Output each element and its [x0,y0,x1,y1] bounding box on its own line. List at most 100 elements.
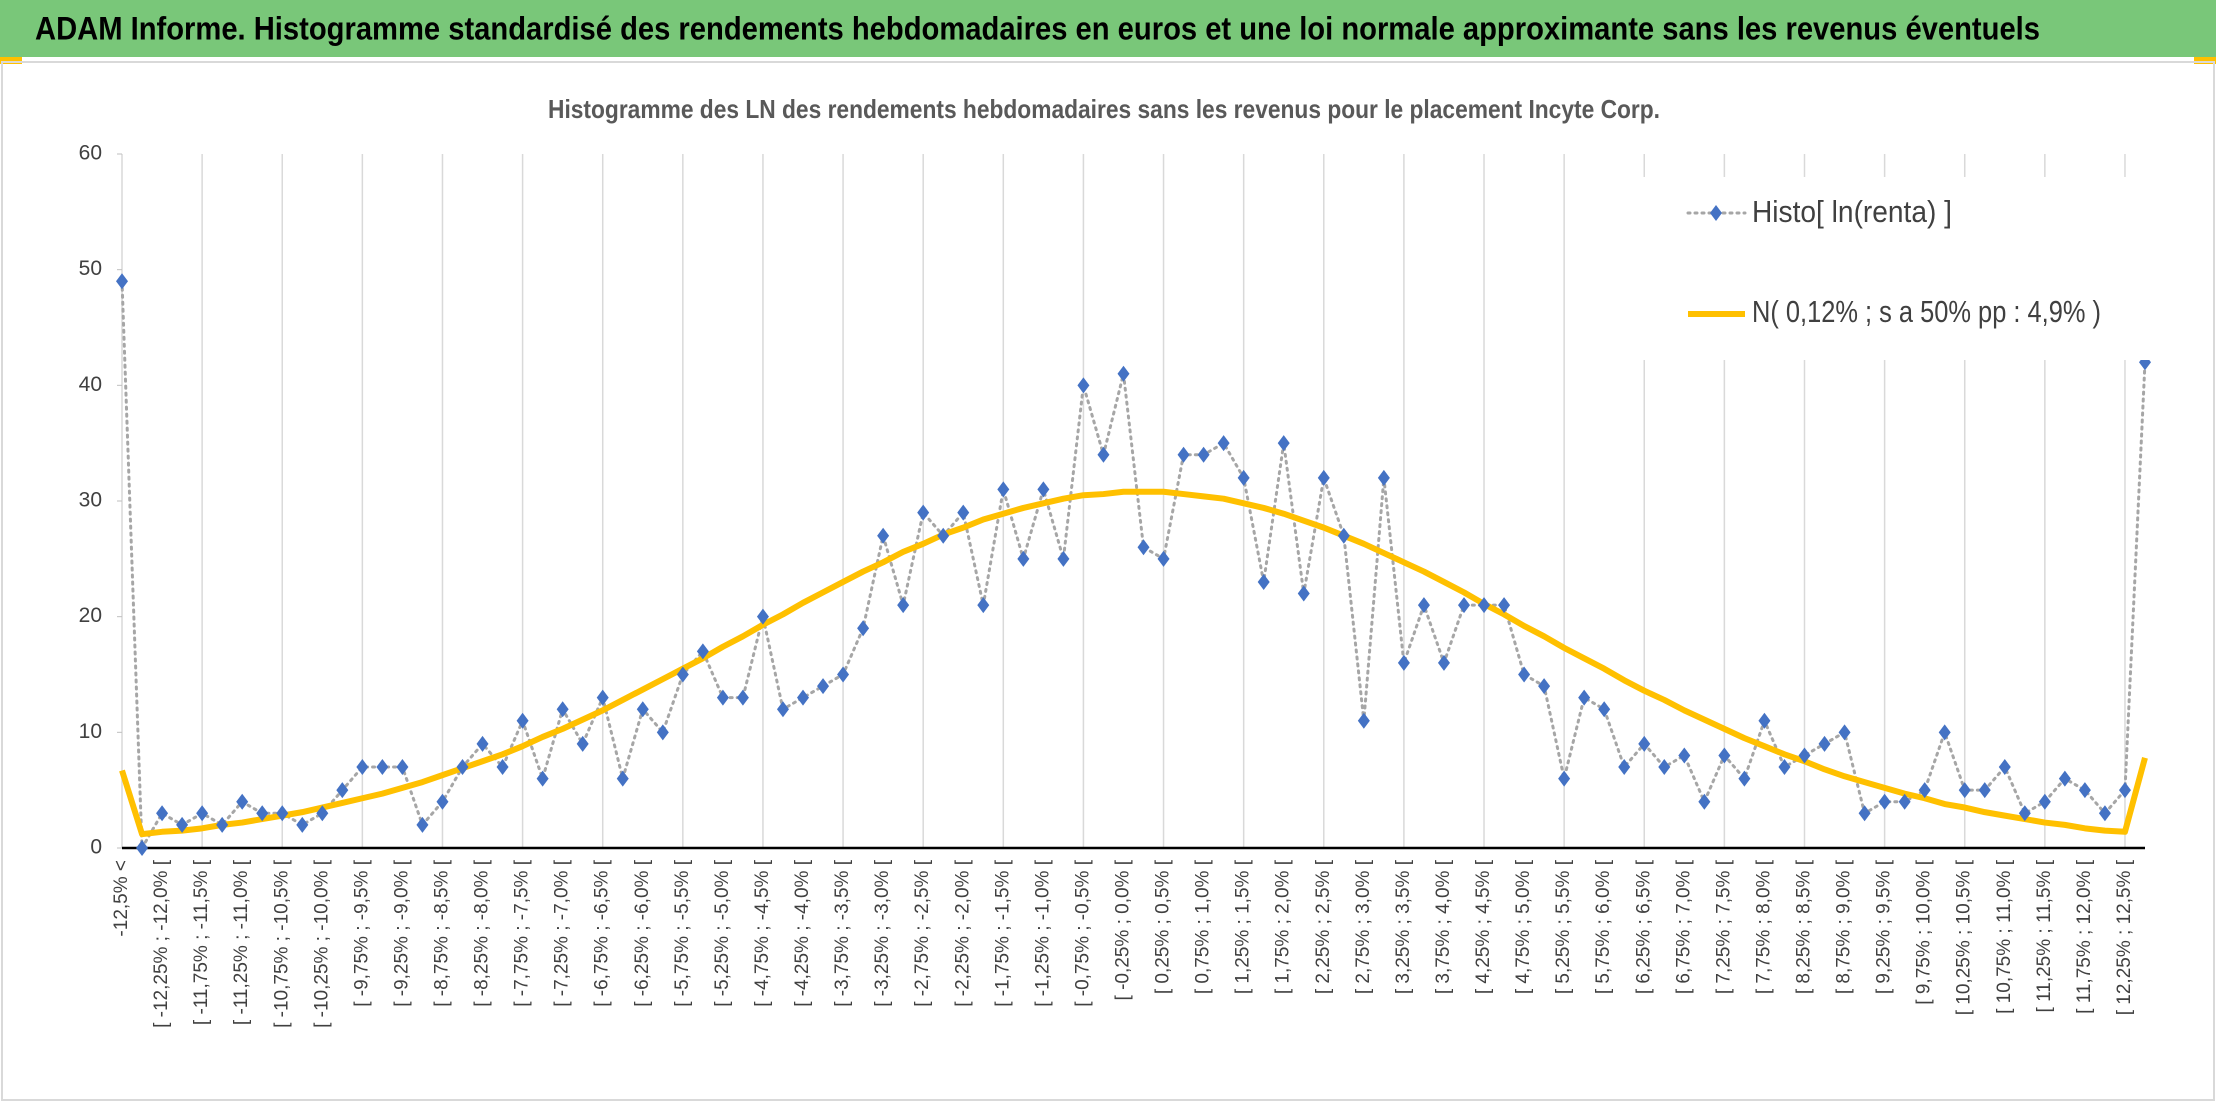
x-tick-label: [ 1,25% ; 1,5% [ [1233,859,1254,994]
x-tick-label: [ -11,25% ; -11,0% [ [231,859,252,1025]
histogram-point [1097,446,1110,463]
histogram-point [1898,793,1911,810]
y-tick-label: 30 [79,489,102,512]
x-tick-label: [ -2,75% ; -2,5% [ [912,859,933,1007]
histogram-point [1197,446,1210,463]
histogram-point [917,504,930,521]
histogram-point [436,793,449,810]
histogram-point [897,597,910,614]
x-tick-label: [ -12,25% ; -12,0% [ [151,859,172,1028]
histogram-point [376,759,389,776]
normal-curve [119,488,2148,838]
histogram-point [1818,735,1831,752]
x-tick-label: [ 9,75% ; 10,0% [ [1914,859,1935,1004]
histogram-point [556,701,569,718]
x-tick-label: [ -9,25% ; -9,0% [ [391,859,412,1007]
legend-swatch [1710,205,1722,221]
legend-label: Histo[ ln(renta) ] [1752,194,1952,229]
histogram-point [116,273,128,290]
histogram-point [356,759,369,776]
x-tick-label: [ -3,25% ; -3,0% [ [872,859,893,1007]
histogram-point [636,701,649,718]
histogram-point [1998,759,2011,776]
histogram-point [997,481,1010,498]
x-tick-label: [ -4,75% ; -4,5% [ [752,859,773,1007]
histogram-point [1758,712,1771,729]
histogram-point [1417,597,1430,614]
histogram-point [1678,747,1691,764]
histogram-point [736,689,749,706]
x-tick-label: [ -10,25% ; -10,0% [ [311,859,332,1028]
histogram-point [416,816,429,833]
x-tick-label: [ 6,75% ; 7,0% [ [1673,859,1694,994]
x-tick-label: [ 10,25% ; 10,5% [ [1954,859,1975,1015]
histogram-point [456,759,469,776]
histogram-point [576,735,589,752]
x-tick-label: [ -7,75% ; -7,5% [ [512,859,533,1007]
histogram-point [1177,446,1190,463]
histogram-point [176,816,189,833]
x-tick-label: [ 3,25% ; 3,5% [ [1393,859,1414,994]
x-tick-label: [ 9,25% ; 9,5% [ [1874,859,1895,994]
header-title: ADAM Informe. Histogramme standardisé de… [35,10,2040,46]
header-bar [0,0,2216,57]
x-tick-label: [ 6,25% ; 6,5% [ [1633,859,1654,994]
histogram-point [596,689,609,706]
histogram-point [1778,759,1791,776]
y-tick-label: 40 [79,373,102,396]
histogram-point [1317,469,1330,486]
x-tick-label: [ 1,75% ; 2,0% [ [1273,859,1294,994]
histogram-point [276,805,289,822]
x-tick-label: [ -11,75% ; -11,5% [ [191,859,212,1025]
histogram-point [977,597,990,614]
chart-frame [1,61,2215,1101]
x-tick-label: [ -9,75% ; -9,5% [ [351,859,372,1007]
histogram-point [1077,377,1090,394]
histogram-point [1337,527,1350,544]
histogram-point [1237,469,1250,486]
y-tick-label: 0 [90,836,102,859]
histogram-point [136,840,149,856]
histogram-point [1057,550,1070,567]
x-tick-label: [ 7,75% ; 8,0% [ [1753,859,1774,994]
histogram-point [2098,805,2111,822]
histogram-point [1437,654,1450,671]
histogram-point [1518,666,1531,683]
x-tick-label: [ -5,75% ; -5,5% [ [672,859,693,1007]
histogram-point [216,816,229,833]
histogram-point [2018,805,2031,822]
histogram-point [1478,597,1491,614]
histogram-point [1878,793,1891,810]
header-corner [2194,57,2216,64]
y-tick-label: 50 [79,257,102,280]
histogram-point [797,689,810,706]
histogram-point [2078,782,2091,799]
x-tick-label: [ -7,25% ; -7,0% [ [552,859,573,1007]
x-tick-label: [ -2,25% ; -2,0% [ [952,859,973,1007]
x-tick-label: [ -0,75% ; -0,5% [ [1072,859,1093,1007]
histogram-point [516,712,529,729]
x-tick-label: [ -1,25% ; -1,0% [ [1032,859,1053,1007]
x-tick-label: -12,5% < [111,860,132,937]
histogram-point [1638,735,1651,752]
histogram-point [1137,539,1150,556]
histogram-point [1117,365,1130,382]
histogram-point [1397,654,1410,671]
histogram-point [1157,550,1170,567]
histogram-point [1578,689,1591,706]
histogram-point [957,504,970,521]
histogram-point [1658,759,1671,776]
histogram-point [496,759,509,776]
histogram-point [396,759,409,776]
x-tick-label: [ -4,25% ; -4,0% [ [792,859,813,1007]
x-tick-label: [ 0,25% ; 0,5% [ [1153,859,1174,994]
x-tick-label: [ 2,75% ; 3,0% [ [1353,859,1374,994]
legend [1635,177,2155,360]
histogram-point [156,805,169,822]
histogram-point [1558,770,1571,787]
histogram-point [1958,782,1971,799]
x-tick-label: [ -6,25% ; -6,0% [ [632,859,653,1007]
histogram-point [256,805,269,822]
x-tick-label: [ 5,25% ; 5,5% [ [1553,859,1574,994]
histogram-point [1858,805,1871,822]
